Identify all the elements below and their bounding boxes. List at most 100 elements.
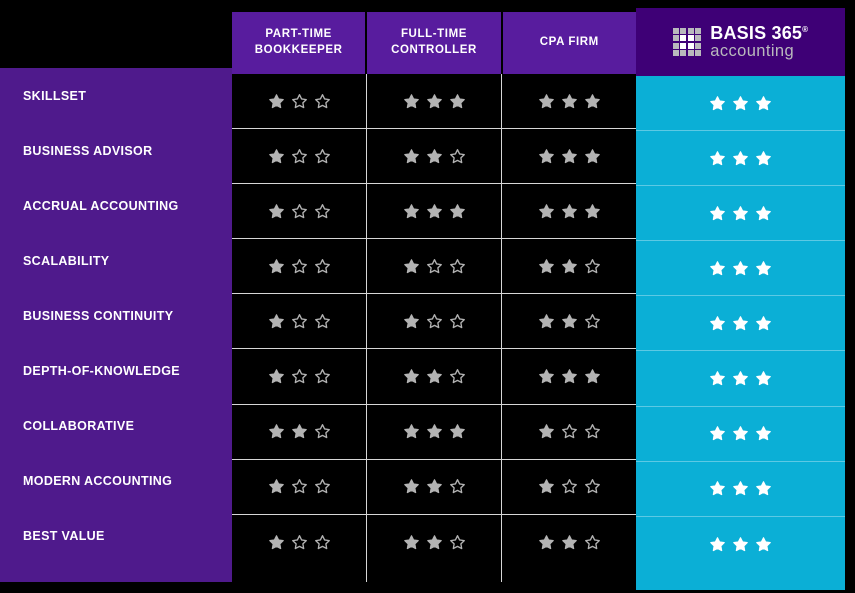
star-filled-icon [710,95,725,110]
column-header-full-time-controller[interactable]: FULL-TIME CONTROLLER [365,12,501,74]
star-filled-icon [449,203,465,218]
star-filled-icon [538,203,554,218]
star-filled-icon [584,203,600,218]
star-filled-icon [756,260,771,275]
logo-grid-cell [695,35,702,42]
rating-cell [502,239,636,295]
column-header-label: PART-TIME BOOKKEEPER [254,28,343,56]
star-filled-icon [268,148,284,163]
star-outline-icon [449,479,465,494]
column-header-part-time-bookkeeper[interactable]: PART-TIME BOOKKEEPER [232,12,366,74]
rating-cell [367,349,501,405]
rating-cell-highlight [636,186,845,242]
rating-cell [502,515,636,570]
star-filled-icon [268,93,284,108]
star-outline-icon [449,313,465,329]
star-filled-icon [538,258,554,273]
rating-cell [502,184,636,240]
star-outline-icon [291,479,307,494]
rating-cell [502,405,636,460]
star-filled-icon [403,93,419,108]
star-outline-icon [314,313,330,329]
rating-cell [367,239,501,295]
data-column-cpa-firm [501,74,636,582]
star-outline-icon [584,424,600,439]
column-header-label: CPA FIRM [539,36,599,49]
logo-grid-cell [695,27,702,34]
star-filled-icon [268,314,284,329]
rating-cell-highlight [636,407,845,462]
row-label: COLLABORATIVE [23,419,135,434]
star-outline-icon [314,148,330,163]
star-filled-icon [584,148,600,163]
logo-grid-cell [695,42,702,49]
logo-grid-cell [687,50,694,57]
star-filled-icon [710,536,725,551]
star-filled-icon [756,481,771,496]
logo-grid-cell [695,50,702,57]
star-filled-icon [403,148,419,163]
rating-cell [367,294,501,350]
star-filled-icon [733,316,748,331]
rating-cell-highlight [636,131,845,187]
rating-cell-highlight [636,76,845,132]
column-header-row: PART-TIME BOOKKEEPER FULL-TIME CONTROLLER CP… [232,12,636,74]
logo-grid-cell [680,35,687,42]
star-filled-icon [403,369,419,384]
logo-grid-cell [680,50,687,57]
star-outline-icon [291,313,307,329]
star-outline-icon [291,534,307,550]
star-filled-icon [538,479,554,494]
star-filled-icon [733,536,748,551]
logo-grid-cell [687,42,694,49]
star-outline-icon [561,479,577,494]
star-outline-icon [426,313,442,329]
star-filled-icon [756,150,771,165]
star-filled-icon [561,258,577,273]
star-filled-icon [756,426,771,441]
star-filled-icon [710,316,725,331]
star-outline-icon [449,369,465,384]
star-filled-icon [710,426,725,441]
star-filled-icon [268,534,284,549]
data-column-part-time-bookkeeper [232,74,366,582]
star-filled-icon [561,93,577,108]
rating-cell [232,74,366,130]
star-outline-icon [291,258,307,274]
star-filled-icon [538,93,554,108]
star-filled-icon [538,148,554,163]
rating-cell [367,515,501,570]
star-outline-icon [449,258,465,274]
star-filled-icon [733,371,748,386]
star-filled-icon [403,534,419,549]
row-label: SCALABILITY [23,253,110,268]
rating-cell-highlight [636,462,845,517]
rating-cell [367,405,501,460]
registered-trademark-mark: ® [802,25,809,35]
star-filled-icon [449,93,465,108]
rating-cell [232,239,366,295]
logo-grid-cell [687,35,694,42]
data-column-full-time-controller [366,74,501,582]
basis365-grid-logo-icon [672,27,702,57]
star-filled-icon [426,424,442,439]
star-filled-icon [538,424,554,439]
star-filled-icon [561,369,577,384]
star-filled-icon [733,205,748,220]
star-outline-icon [314,369,330,384]
star-outline-icon [584,534,600,550]
star-outline-icon [291,148,307,163]
rating-cell [502,74,636,130]
logo-grid-cell [672,42,679,49]
star-filled-icon [710,260,725,275]
logo-grid-cell [687,27,694,34]
star-outline-icon [314,93,330,108]
row-label-column: SKILLSET BUSINESS ADVISOR ACCRUAL ACCOUNTI… [0,68,232,582]
star-filled-icon [426,369,442,384]
column-header-label: FULL-TIME CONTROLLER [391,28,477,56]
logo-grid-cell [672,27,679,34]
rating-cell [232,405,366,460]
row-label: BUSINESS ADVISOR [23,143,153,158]
column-header-cpa-firm[interactable]: CPA FIRM [500,12,636,74]
